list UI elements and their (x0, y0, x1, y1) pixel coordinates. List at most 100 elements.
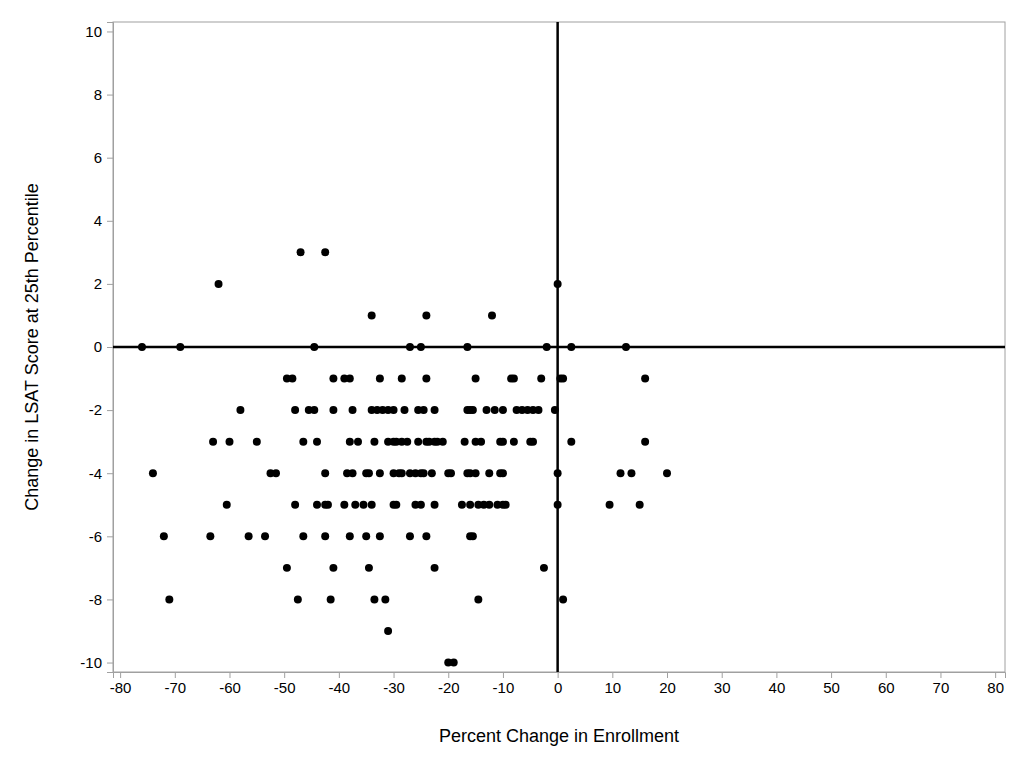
y-tick-label: -10 (80, 654, 102, 671)
point (327, 595, 335, 603)
point (288, 375, 296, 383)
x-tick: 50 (823, 672, 840, 696)
point (422, 375, 430, 383)
x-tick-label: 0 (554, 679, 562, 696)
x-tick-mark (667, 672, 668, 678)
point (313, 438, 321, 446)
x-tick: -40 (329, 672, 351, 696)
point (499, 406, 507, 414)
y-tick: -8 (89, 591, 113, 608)
point (310, 343, 318, 351)
x-tick-label: -10 (493, 679, 515, 696)
x-tick-label: 60 (878, 679, 895, 696)
y-tick-label: 2 (94, 275, 102, 292)
x-tick-mark (120, 672, 121, 678)
point (535, 406, 543, 414)
point (622, 343, 630, 351)
point (354, 438, 362, 446)
x-tick-label: -40 (329, 679, 351, 696)
x-tick-mark (995, 672, 996, 678)
point (559, 375, 567, 383)
point (463, 343, 471, 351)
point (450, 659, 458, 667)
point (310, 406, 318, 414)
x-tick-label: 50 (823, 679, 840, 696)
point (283, 564, 291, 572)
x-tick: 40 (769, 672, 786, 696)
y-tick: -4 (89, 465, 113, 482)
x-tick-mark (776, 672, 777, 678)
point (403, 438, 411, 446)
point (499, 438, 507, 446)
point (291, 406, 299, 414)
y-reference-line (113, 346, 1005, 349)
x-tick-mark (886, 672, 887, 678)
point (261, 532, 269, 540)
x-tick-mark (722, 672, 723, 678)
point (398, 375, 406, 383)
point (537, 375, 545, 383)
point (321, 469, 329, 477)
point (461, 438, 469, 446)
x-tick-mark (229, 672, 230, 678)
x-tick-label: -80 (110, 679, 132, 696)
x-tick-label: -50 (274, 679, 296, 696)
data-layer (113, 22, 1005, 672)
y-tick-label: -8 (89, 591, 102, 608)
y-tick: 0 (94, 338, 113, 355)
point (138, 343, 146, 351)
point (376, 469, 384, 477)
y-tick-mark (107, 599, 113, 600)
x-tick-mark (448, 672, 449, 678)
y-tick: 6 (94, 149, 113, 166)
x-axis: -80-70-60-50-40-30-20-100102030405060708… (110, 672, 1006, 696)
x-tick-mark (558, 672, 559, 678)
x-tick: -20 (438, 672, 460, 696)
x-tick-mark (394, 672, 395, 678)
x-tick-label: 10 (604, 679, 621, 696)
y-tick-mark (107, 221, 113, 222)
point (466, 501, 474, 509)
point (428, 469, 436, 477)
point (324, 501, 332, 509)
x-tick-mark (940, 672, 941, 678)
x-tick: 10 (604, 672, 621, 696)
x-tick-mark (284, 672, 285, 678)
x-tick: 20 (659, 672, 676, 696)
x-tick: -30 (383, 672, 405, 696)
y-tick-mark (107, 473, 113, 474)
point (165, 595, 173, 603)
point (554, 501, 562, 509)
point (346, 438, 354, 446)
x-tick-label: -70 (164, 679, 186, 696)
point (447, 469, 455, 477)
y-tick: 2 (94, 275, 113, 292)
point (329, 406, 337, 414)
y-tick-mark (107, 536, 113, 537)
point (329, 564, 337, 572)
point (483, 406, 491, 414)
point (474, 595, 482, 603)
y-tick-mark (107, 347, 113, 348)
point (398, 469, 406, 477)
point (340, 501, 348, 509)
point (420, 469, 428, 477)
point (422, 532, 430, 540)
x-tick: 30 (714, 672, 731, 696)
x-tick: 80 (987, 672, 1004, 696)
point (491, 406, 499, 414)
x-tick-label: -20 (438, 679, 460, 696)
point (390, 406, 398, 414)
point (641, 375, 649, 383)
point (469, 532, 477, 540)
point (567, 438, 575, 446)
point (641, 438, 649, 446)
point (223, 501, 231, 509)
point (540, 564, 548, 572)
y-tick: 10 (85, 23, 113, 40)
point (469, 406, 477, 414)
y-tick-label: -2 (89, 401, 102, 418)
x-tick-label: -60 (219, 679, 241, 696)
point (485, 501, 493, 509)
point (406, 532, 414, 540)
